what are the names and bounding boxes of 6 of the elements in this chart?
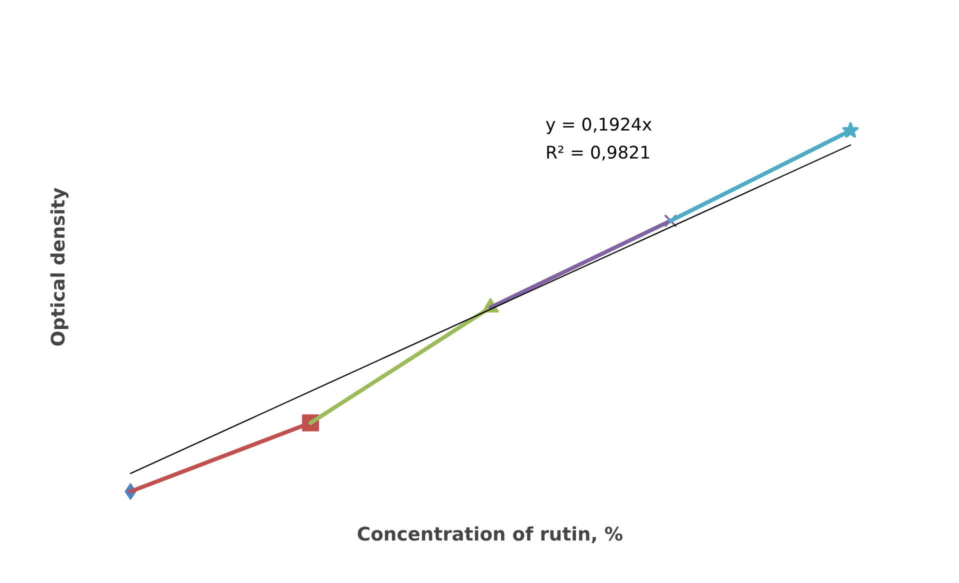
x-axis-title: Concentration of rutin, % <box>356 524 624 546</box>
point <box>664 214 678 228</box>
annotation: y = 0,1924x <box>546 116 652 136</box>
y-axis-title: Optical density <box>48 188 70 346</box>
point <box>842 122 860 138</box>
annotation: R² = 0,9821 <box>546 144 651 164</box>
